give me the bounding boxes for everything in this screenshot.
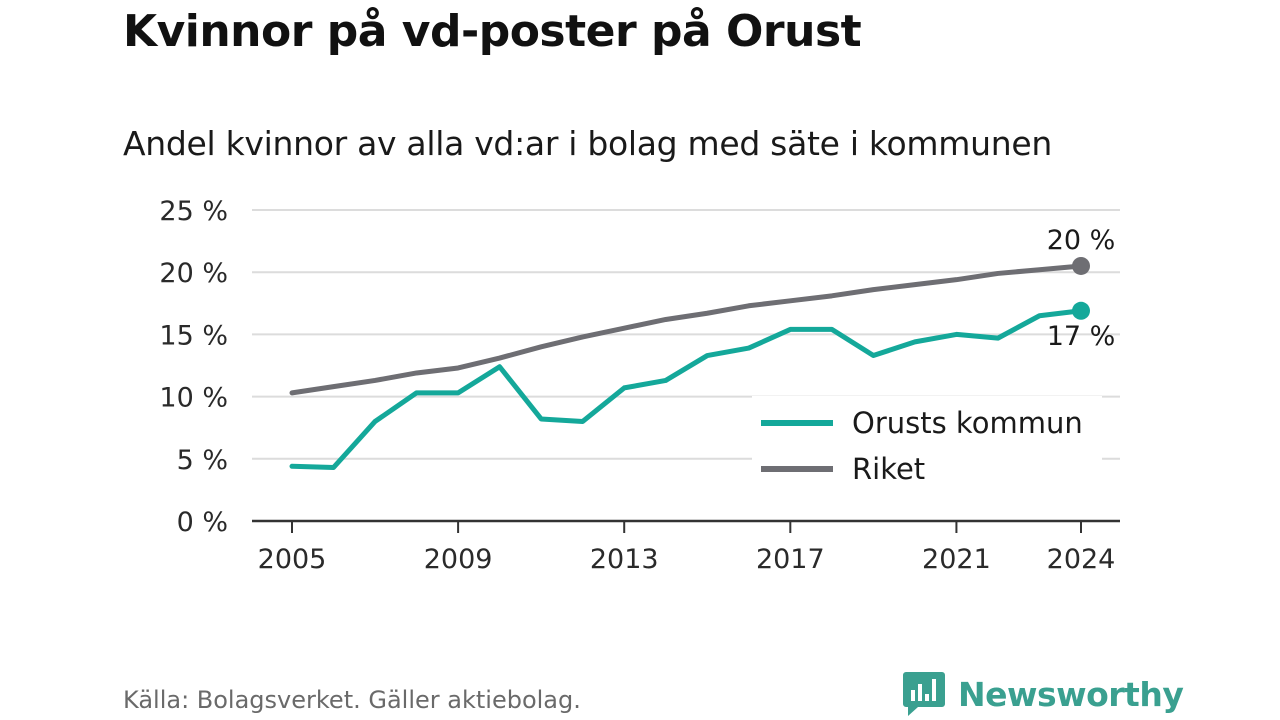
y-tick-label: 5 % <box>177 445 228 476</box>
series-end-label: 20 % <box>1047 225 1116 256</box>
newsworthy-logo-icon <box>903 672 945 716</box>
chart-subtitle: Andel kvinnor av alla vd:ar i bolag med … <box>123 124 1052 163</box>
legend-label: Orusts kommun <box>852 406 1083 440</box>
x-tick-label: 2013 <box>590 544 659 575</box>
brand-name: Newsworthy <box>958 674 1184 714</box>
brand-logo: Newsworthy <box>902 670 1184 718</box>
series-end-point <box>1072 301 1090 320</box>
series-line-orust <box>289 308 1084 471</box>
x-tick-label: 2021 <box>922 544 991 575</box>
x-tick-label: 2017 <box>756 544 825 575</box>
y-tick-label: 20 % <box>159 258 228 289</box>
chart-title: Kvinnor på vd-poster på Orust <box>123 6 862 57</box>
line-chart: 0 % 5 % 10 % 15 % 20 % 25 % 2005 2009 2013 2017 20… <box>159 196 1120 575</box>
x-tick-label: 2024 <box>1047 544 1116 575</box>
series-line-riket <box>289 263 1084 396</box>
series-end-point <box>1072 256 1090 275</box>
axes: 0 % 5 % 10 % 15 % 20 % 25 % 2005 2009 2013 2017 20… <box>159 196 1120 575</box>
x-tick-label: 2009 <box>424 544 493 575</box>
legend-label: Riket <box>852 452 925 486</box>
legend: Orusts kommun Riket <box>752 396 1102 492</box>
source-note: Källa: Bolagsverket. Gäller aktiebolag. <box>123 686 581 714</box>
y-tick-label: 10 % <box>159 383 228 414</box>
series-end-label: 17 % <box>1047 321 1116 352</box>
x-tick-label: 2005 <box>258 544 327 575</box>
y-tick-label: 0 % <box>177 507 228 538</box>
series-lines: 20 % 17 % <box>289 225 1116 471</box>
y-tick-label: 15 % <box>159 320 228 351</box>
y-tick-label: 25 % <box>159 196 228 227</box>
legend-background <box>752 396 1102 492</box>
